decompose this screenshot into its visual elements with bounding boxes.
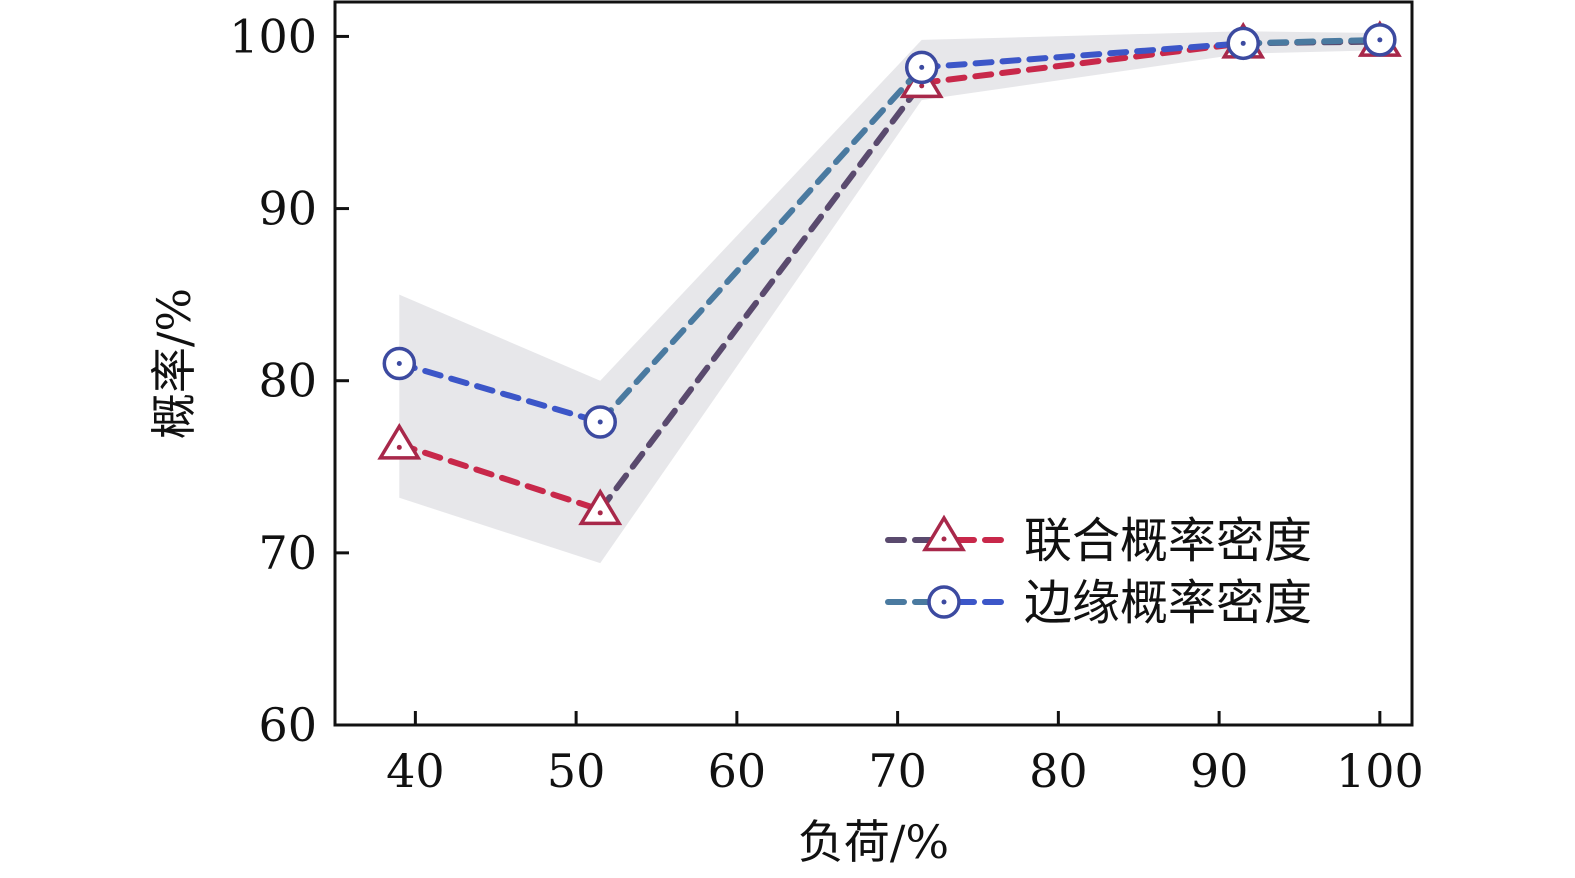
data-point	[382, 346, 417, 381]
y-axis-title: 概率/%	[147, 288, 201, 439]
y-tick-label: 60	[258, 698, 317, 752]
legend-label: 边缘概率密度	[1024, 575, 1312, 631]
y-tick-label: 70	[258, 526, 317, 580]
data-point	[377, 423, 422, 460]
band-area	[399, 31, 1380, 564]
marker-dot	[919, 83, 925, 89]
x-tick-label: 90	[1190, 744, 1249, 798]
triangle-marker	[922, 514, 966, 552]
series-line-segment	[597, 64, 925, 426]
legend-item: 边缘概率密度	[885, 575, 1312, 631]
y-axis: 60 70 80 90 100	[229, 9, 349, 752]
series-2	[382, 23, 1397, 439]
x-tick-label: 60	[708, 744, 767, 798]
x-axis: 40 50 60 70 80 90 100	[386, 711, 1424, 798]
confidence-band	[399, 31, 1380, 564]
x-tick-label: 50	[547, 744, 606, 798]
legend-label: 联合概率密度	[1024, 513, 1312, 569]
marker-dot	[396, 444, 402, 450]
plot-frame	[333, 0, 1414, 727]
marker-dot	[597, 419, 603, 425]
data-point	[1226, 26, 1260, 61]
data-point	[578, 488, 623, 526]
marker-dot	[919, 64, 925, 70]
marker-dot	[396, 361, 402, 366]
series-line-segment	[918, 40, 1247, 71]
series-line-segment	[396, 441, 604, 513]
marker-dot	[1377, 37, 1383, 43]
series-line-segment	[597, 79, 925, 513]
data-point	[904, 50, 939, 85]
legend-item: 联合概率密度	[885, 513, 1312, 569]
x-tick-label: 70	[868, 744, 927, 798]
x-axis-title: 负荷/%	[798, 815, 949, 869]
series-line-segment	[396, 360, 604, 426]
marker-dot	[1240, 40, 1246, 46]
marker-dot	[941, 536, 947, 542]
x-tick-label: 40	[386, 744, 445, 798]
data-point	[583, 405, 617, 439]
series-line-segment	[1240, 36, 1383, 47]
x-tick-label: 100	[1336, 744, 1424, 798]
marker-dot	[941, 599, 947, 605]
y-tick-label: 100	[229, 9, 317, 63]
y-tick-label: 80	[258, 354, 317, 408]
data-point	[1363, 23, 1397, 57]
marker-dot	[597, 510, 603, 516]
triangle-marker	[578, 488, 623, 526]
series-layer	[377, 20, 1402, 526]
x-tick-label: 80	[1029, 744, 1088, 798]
y-tick-label: 90	[258, 182, 317, 236]
triangle-marker	[377, 423, 422, 460]
